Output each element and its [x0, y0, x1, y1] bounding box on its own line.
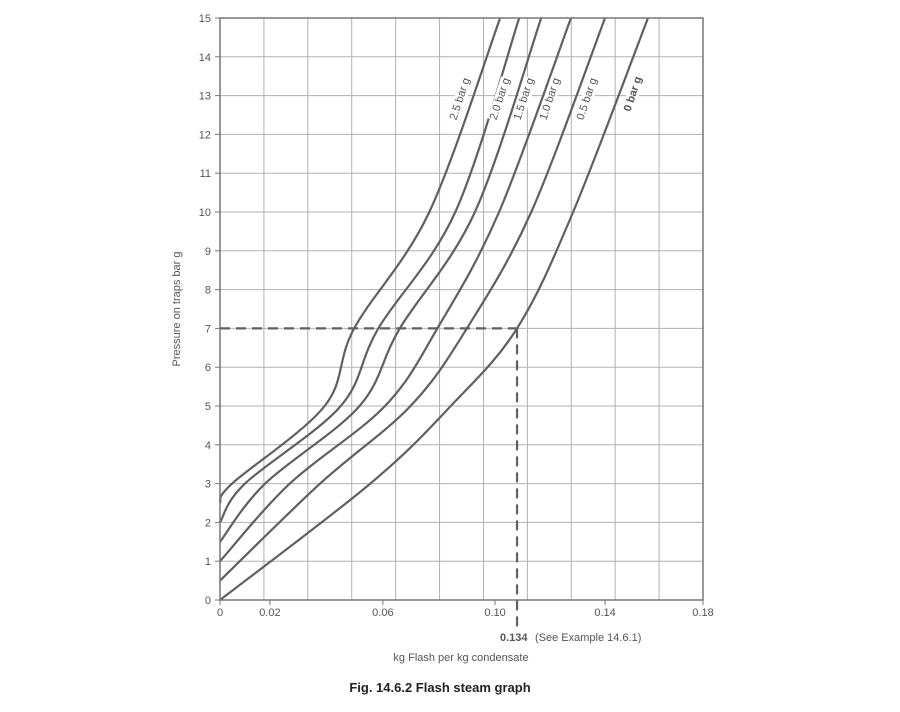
y-tick-label: 8 [205, 285, 211, 297]
x-axis-ticks: 0 0.02 0.06 0.10 0.14 0.18 [217, 600, 714, 619]
series-label: 0.5 bar g [575, 77, 600, 122]
y-tick-label: 15 [199, 13, 211, 25]
annotation-note: (See Example 14.6.1) [535, 632, 641, 644]
x-tick-label: 0.18 [692, 607, 713, 619]
y-tick-label: 3 [205, 479, 211, 491]
series-curve [219, 17, 607, 582]
y-tick-label: 5 [205, 401, 211, 413]
x-tick-label: 0.10 [484, 607, 505, 619]
series-label-bg [487, 76, 513, 122]
series-label-bg [447, 76, 473, 122]
y-tick-label: 6 [205, 362, 211, 374]
curves [218, 17, 650, 601]
y-tick-label: 11 [200, 168, 211, 180]
plot-frame [219, 17, 704, 601]
annotation-value: 0.134 [500, 632, 528, 644]
y-tick-label: 2 [205, 517, 211, 529]
series-curve [218, 17, 502, 504]
series-curve [219, 17, 521, 523]
series-label-bg [537, 76, 563, 122]
y-axis-label: Pressure on traps bar g [171, 252, 183, 367]
chart-title: Fig. 14.6.2 Flash steam graph [349, 680, 530, 695]
y-tick-label: 7 [205, 323, 211, 335]
series-curve [219, 17, 573, 562]
y-tick-label: 4 [205, 440, 211, 452]
series-label: 2.0 bar g [488, 77, 513, 122]
x-tick-label: 0.14 [594, 607, 615, 619]
series-label-bg [620, 71, 646, 117]
y-tick-label: 10 [199, 207, 211, 219]
annotation [220, 327, 519, 628]
y-tick-label: 9 [205, 246, 211, 258]
series-label-bg [574, 76, 600, 122]
y-tick-label: 13 [199, 91, 211, 103]
series-label-bg [511, 76, 537, 122]
y-tick-label: 0 [205, 595, 211, 607]
series-label: 2.5 bar g [448, 77, 473, 122]
y-tick-label: 14 [199, 52, 211, 64]
y-tick-label: 12 [199, 129, 211, 141]
series-labels: 2.5 bar g 2.0 bar g 1.5 bar g 1.0 bar g 0.5 … [447, 71, 646, 122]
series-curve [219, 17, 543, 543]
x-axis-label: kg Flash per kg condensate [393, 652, 528, 664]
x-tick-label: 0 [217, 607, 223, 619]
x-tick-label: 0.02 [259, 607, 280, 619]
x-tick-label: 0.06 [372, 607, 393, 619]
y-tick-label: 1 [205, 556, 211, 568]
series-curve [219, 17, 650, 601]
